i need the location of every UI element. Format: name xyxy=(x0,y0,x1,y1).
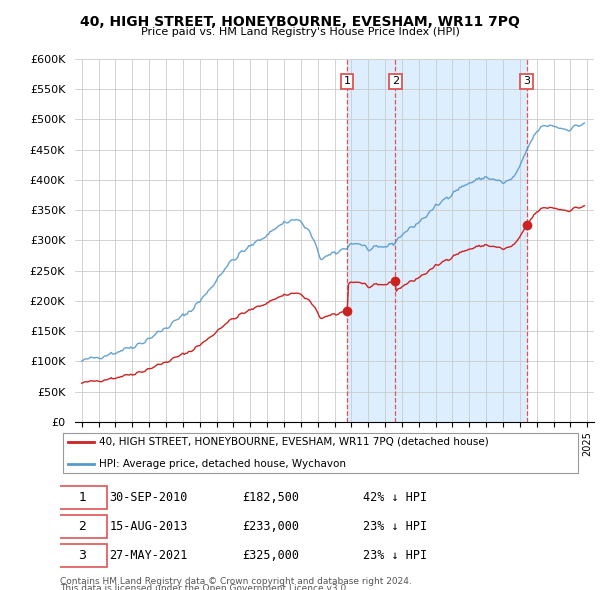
Text: £325,000: £325,000 xyxy=(242,549,300,562)
Text: 3: 3 xyxy=(78,549,86,562)
Text: This data is licensed under the Open Government Licence v3.0.: This data is licensed under the Open Gov… xyxy=(60,584,349,590)
Text: 27-MAY-2021: 27-MAY-2021 xyxy=(110,549,188,562)
FancyBboxPatch shape xyxy=(58,486,107,509)
FancyBboxPatch shape xyxy=(62,433,578,473)
Text: £182,500: £182,500 xyxy=(242,491,300,504)
Text: Contains HM Land Registry data © Crown copyright and database right 2024.: Contains HM Land Registry data © Crown c… xyxy=(60,577,412,586)
Text: 42% ↓ HPI: 42% ↓ HPI xyxy=(363,491,427,504)
Text: 2: 2 xyxy=(392,76,399,86)
FancyBboxPatch shape xyxy=(58,515,107,538)
Text: 3: 3 xyxy=(523,76,530,86)
Text: 40, HIGH STREET, HONEYBOURNE, EVESHAM, WR11 7PQ: 40, HIGH STREET, HONEYBOURNE, EVESHAM, W… xyxy=(80,15,520,29)
Text: 40, HIGH STREET, HONEYBOURNE, EVESHAM, WR11 7PQ (detached house): 40, HIGH STREET, HONEYBOURNE, EVESHAM, W… xyxy=(99,437,489,447)
Text: 1: 1 xyxy=(78,491,86,504)
FancyBboxPatch shape xyxy=(58,544,107,568)
Text: 1: 1 xyxy=(344,76,350,86)
Text: 15-AUG-2013: 15-AUG-2013 xyxy=(110,520,188,533)
Text: 2: 2 xyxy=(78,520,86,533)
Text: 30-SEP-2010: 30-SEP-2010 xyxy=(110,491,188,504)
Text: 23% ↓ HPI: 23% ↓ HPI xyxy=(363,520,427,533)
Text: 23% ↓ HPI: 23% ↓ HPI xyxy=(363,549,427,562)
Bar xyxy=(347,59,527,422)
Text: £233,000: £233,000 xyxy=(242,520,300,533)
Text: Price paid vs. HM Land Registry's House Price Index (HPI): Price paid vs. HM Land Registry's House … xyxy=(140,27,460,37)
Text: HPI: Average price, detached house, Wychavon: HPI: Average price, detached house, Wych… xyxy=(99,459,346,469)
